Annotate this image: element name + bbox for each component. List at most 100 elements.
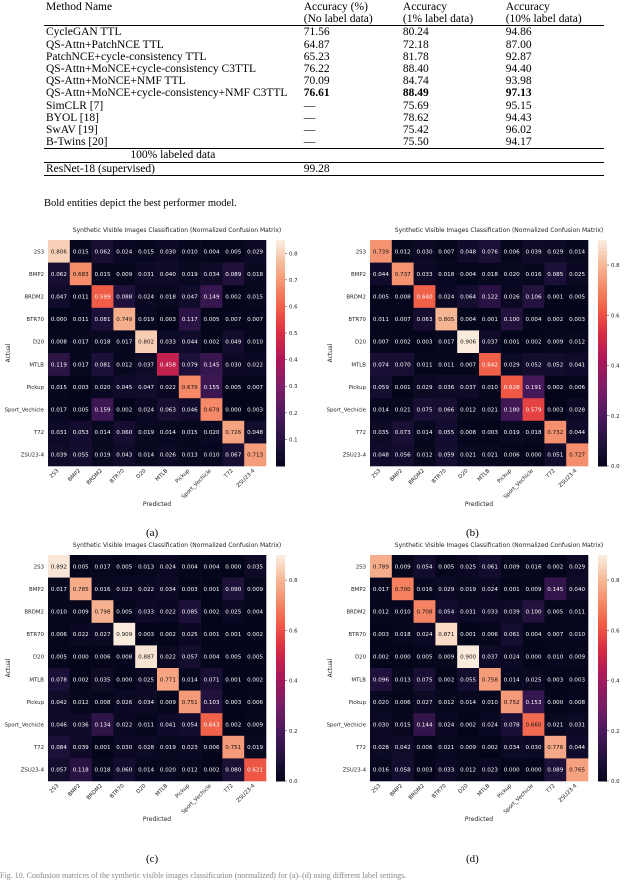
heatmap-cell	[370, 555, 393, 578]
heatmap-cell	[135, 240, 158, 263]
cell-value-label: 0.010	[569, 632, 585, 638]
cell-value-label: 0.000	[525, 453, 541, 459]
cell-value-label: 0.679	[182, 385, 198, 391]
colorbar-segment	[276, 273, 285, 279]
heatmap-cell	[522, 577, 545, 601]
heatmap-cell	[91, 622, 114, 646]
heatmap-cell	[500, 622, 523, 646]
cell-value-label: 0.017	[116, 340, 132, 346]
heatmap-cell	[391, 577, 414, 601]
heatmap-cell	[391, 555, 414, 578]
heatmap-cell	[522, 353, 545, 376]
cell-value-label: 0.003	[225, 700, 241, 706]
heatmap-cell	[370, 398, 393, 422]
heatmap-cell	[48, 758, 71, 782]
cell-value-label: 0.628	[504, 385, 520, 391]
cell-value-label: 0.022	[160, 610, 176, 616]
cell-value-label: 0.007	[247, 385, 263, 391]
colorbar-segment	[276, 447, 285, 452]
colorbar-tick-label: 0.6	[289, 628, 298, 634]
heatmap-cell	[200, 668, 223, 691]
cell-value-label: 0.145	[203, 362, 219, 368]
colorbar-segment	[276, 652, 285, 658]
cell-value-label: 0.007	[547, 632, 563, 638]
heatmap-cell	[457, 285, 480, 309]
cell-value-label: 0.006	[51, 632, 67, 638]
heatmap-cell	[244, 645, 267, 669]
cell-value-label: 0.024	[482, 723, 498, 729]
cell-value-label: 0.012	[73, 700, 89, 706]
cell-value-label: 0.191	[525, 385, 541, 391]
cell-value-label: 0.765	[569, 768, 585, 774]
colorbar-segment	[276, 596, 285, 601]
colorbar-segment	[598, 720, 607, 725]
heatmap-cell	[178, 690, 201, 714]
cell-value-label: 0.054	[438, 610, 454, 616]
colorbar-segment	[598, 304, 607, 309]
cell-value-label: 0.106	[525, 295, 541, 301]
heatmap-cell	[69, 353, 92, 376]
cell-value-label: 0.031	[138, 272, 154, 278]
heatmap-cell	[178, 330, 201, 354]
heatmap-cell	[457, 622, 480, 646]
colorbar-segment	[598, 349, 607, 354]
heatmap-cell	[500, 262, 523, 286]
table-cell: ResNet-18 (supervised)	[46, 162, 155, 175]
heatmap-cell	[135, 443, 158, 467]
heatmap-cell	[435, 330, 458, 354]
y-tick-label: Pickup	[349, 385, 367, 391]
colorbar-segment	[276, 296, 285, 301]
table-section-label: 100% labeled data	[130, 149, 216, 162]
cell-value-label: 0.006	[504, 249, 520, 255]
chart-title: Synthetic Visible Images Classification …	[395, 542, 603, 549]
heatmap-cell	[244, 555, 267, 578]
colorbar-segment	[276, 356, 285, 362]
cell-value-label: 0.059	[438, 453, 454, 459]
colorbar-segment	[276, 417, 285, 422]
heatmap-cell	[391, 353, 414, 376]
y-tick-label: T72	[355, 430, 366, 436]
table-cell: —	[303, 124, 316, 137]
cell-value-label: 0.100	[504, 317, 520, 323]
heatmap-cell	[413, 555, 436, 578]
cell-value-label: 0.052	[525, 362, 541, 368]
y-tick-label: BMP2	[351, 587, 366, 593]
heatmap-cell	[200, 600, 223, 624]
heatmap-cell	[522, 758, 545, 782]
cell-value-label: 0.062	[51, 272, 67, 278]
colorbar-tick-label: 0.4	[289, 679, 298, 685]
table-cell: 65.23	[303, 50, 330, 63]
cell-value-label: 0.010	[482, 700, 498, 706]
cell-value-label: 0.010	[547, 655, 563, 661]
heatmap-cell	[69, 668, 92, 691]
colorbar-segment	[598, 724, 607, 729]
y-tick-label: BMP2	[29, 587, 44, 593]
heatmap-cell	[48, 645, 71, 669]
cell-value-label: 0.042	[51, 700, 67, 706]
cell-value-label: 0.806	[51, 249, 67, 255]
colorbar-segment	[598, 432, 607, 437]
cell-value-label: 0.159	[94, 408, 110, 414]
colorbar-segment	[598, 281, 607, 286]
heatmap-cell	[135, 420, 158, 444]
y-tick-label: Pickup	[27, 385, 45, 391]
heatmap-cell	[178, 240, 201, 263]
heatmap-cell	[479, 735, 502, 759]
cell-value-label: 0.022	[247, 362, 263, 368]
cell-value-label: 0.002	[525, 340, 541, 346]
heatmap-cell	[500, 375, 523, 399]
heatmap-cell	[522, 622, 545, 646]
cell-value-label: 0.049	[225, 340, 241, 346]
heatmap-cell	[157, 645, 180, 669]
cell-value-label: 0.000	[504, 768, 520, 774]
heatmap-cell	[391, 307, 414, 331]
colorbar-tick-label: 0.1	[289, 437, 298, 443]
cell-value-label: 0.004	[247, 610, 263, 616]
y-tick-label: ZSU23-4	[21, 453, 45, 459]
heatmap-cell	[457, 555, 480, 578]
cell-value-label: 0.004	[182, 564, 198, 570]
heatmap-cell	[48, 555, 71, 578]
colorbar-segment	[276, 458, 285, 463]
colorbar-segment	[276, 777, 285, 782]
cell-value-label: 0.009	[247, 587, 263, 593]
